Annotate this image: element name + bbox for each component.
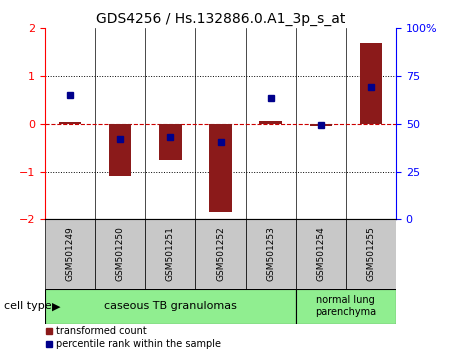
Bar <box>209 124 232 212</box>
Bar <box>45 219 95 289</box>
Bar <box>195 219 246 289</box>
Bar <box>296 219 346 289</box>
Bar <box>45 289 296 324</box>
Bar <box>159 124 182 160</box>
Text: GSM501254: GSM501254 <box>316 227 325 281</box>
Bar <box>310 124 332 126</box>
Text: GSM501253: GSM501253 <box>266 227 275 281</box>
Text: normal lung
parenchyma: normal lung parenchyma <box>315 295 376 317</box>
Legend: transformed count, percentile rank within the sample: transformed count, percentile rank withi… <box>45 326 221 349</box>
Bar <box>259 121 282 124</box>
Bar <box>109 124 131 176</box>
Bar <box>145 219 195 289</box>
Text: caseous TB granulomas: caseous TB granulomas <box>104 301 237 311</box>
Title: GDS4256 / Hs.132886.0.A1_3p_s_at: GDS4256 / Hs.132886.0.A1_3p_s_at <box>96 12 345 26</box>
Text: GSM501252: GSM501252 <box>216 227 225 281</box>
Bar <box>59 121 81 124</box>
Bar <box>360 42 382 124</box>
Bar <box>346 219 396 289</box>
Text: ▶: ▶ <box>52 301 60 311</box>
Text: GSM501250: GSM501250 <box>116 227 125 281</box>
Text: GSM501249: GSM501249 <box>66 227 75 281</box>
Text: GSM501255: GSM501255 <box>366 227 375 281</box>
Bar <box>246 219 296 289</box>
Bar <box>95 219 145 289</box>
Text: GSM501251: GSM501251 <box>166 227 175 281</box>
Bar <box>296 289 396 324</box>
Text: cell type: cell type <box>4 301 52 311</box>
